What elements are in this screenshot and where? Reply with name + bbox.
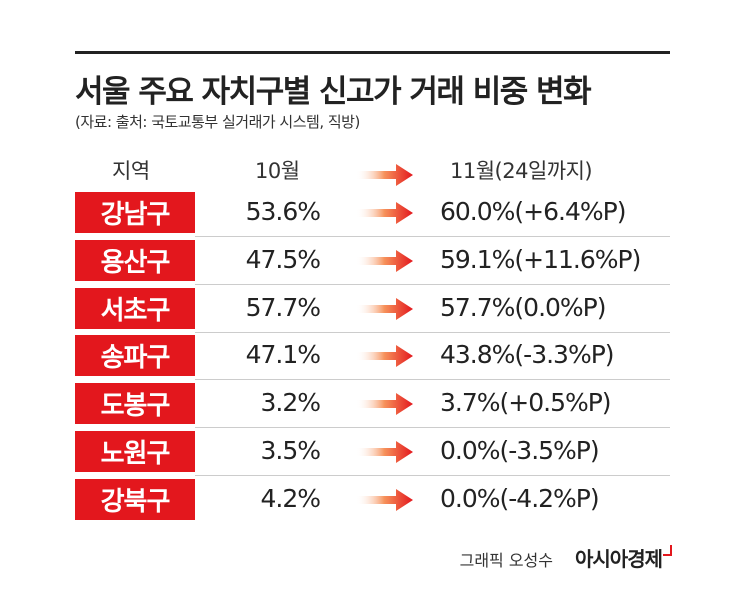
row-separator <box>195 379 670 381</box>
source: (자료: 출처: 국토교통부 실거래가 시스템, 직방) <box>75 113 360 131</box>
district: 강남구 <box>75 192 195 233</box>
row-separator <box>195 427 670 429</box>
arrow-shape <box>356 297 413 320</box>
row-separator <box>195 331 670 333</box>
november-value: 43.8%(-3.3%P) <box>440 340 615 370</box>
arrow <box>356 441 413 463</box>
brand-mark <box>663 545 672 556</box>
district: 노원구 <box>75 431 195 472</box>
arrow-shape <box>356 164 413 186</box>
october-value: 47.1% <box>245 340 321 370</box>
district: 서초구 <box>75 287 195 329</box>
arrow <box>356 202 413 224</box>
october-value: 47.5% <box>245 244 321 274</box>
arrow <box>356 249 413 272</box>
october-value: 3.5% <box>260 436 321 465</box>
arrow-shape <box>356 345 413 368</box>
arrow-shape <box>356 488 413 511</box>
arrow-shape <box>356 441 413 463</box>
row-separator <box>195 283 670 285</box>
october-value: 3.2% <box>260 388 321 418</box>
october-value: 53.6% <box>245 197 321 226</box>
title: 서울 주요 자치구별 신고가 거래 비중 변화 <box>75 74 592 110</box>
column-header: 지역 <box>112 159 150 183</box>
arrow-shape <box>356 202 413 224</box>
november-value: 0.0%(-4.2%P) <box>440 483 600 513</box>
arrow <box>356 297 413 320</box>
november-value: 0.0%(-3.5%P) <box>440 436 600 465</box>
brand: 아시아경제 <box>575 547 663 571</box>
district: 용산구 <box>75 239 195 281</box>
arrow <box>356 345 413 368</box>
row-separator <box>195 236 670 237</box>
credit: 그래픽 오성수 <box>459 551 553 570</box>
arrow <box>356 488 413 511</box>
district: 송파구 <box>75 335 195 377</box>
column-header: 11월(24일까지) <box>450 159 593 183</box>
november-value: 60.0%(+6.4%P) <box>440 197 626 226</box>
arrow <box>356 393 413 416</box>
arrow-shape <box>356 249 413 272</box>
arrow-shape <box>356 393 413 416</box>
top-rule <box>75 51 670 54</box>
column-header: 10월 <box>255 159 300 183</box>
arrow <box>356 164 413 186</box>
november-value: 3.7%(+0.5%P) <box>440 388 612 418</box>
october-value: 57.7% <box>245 292 321 322</box>
october-value: 4.2% <box>260 483 321 513</box>
november-value: 57.7%(0.0%P) <box>440 292 607 322</box>
november-value: 59.1%(+11.6%P) <box>440 244 641 274</box>
row-separator <box>195 475 670 476</box>
district: 도봉구 <box>75 383 195 425</box>
district: 강북구 <box>75 478 195 520</box>
